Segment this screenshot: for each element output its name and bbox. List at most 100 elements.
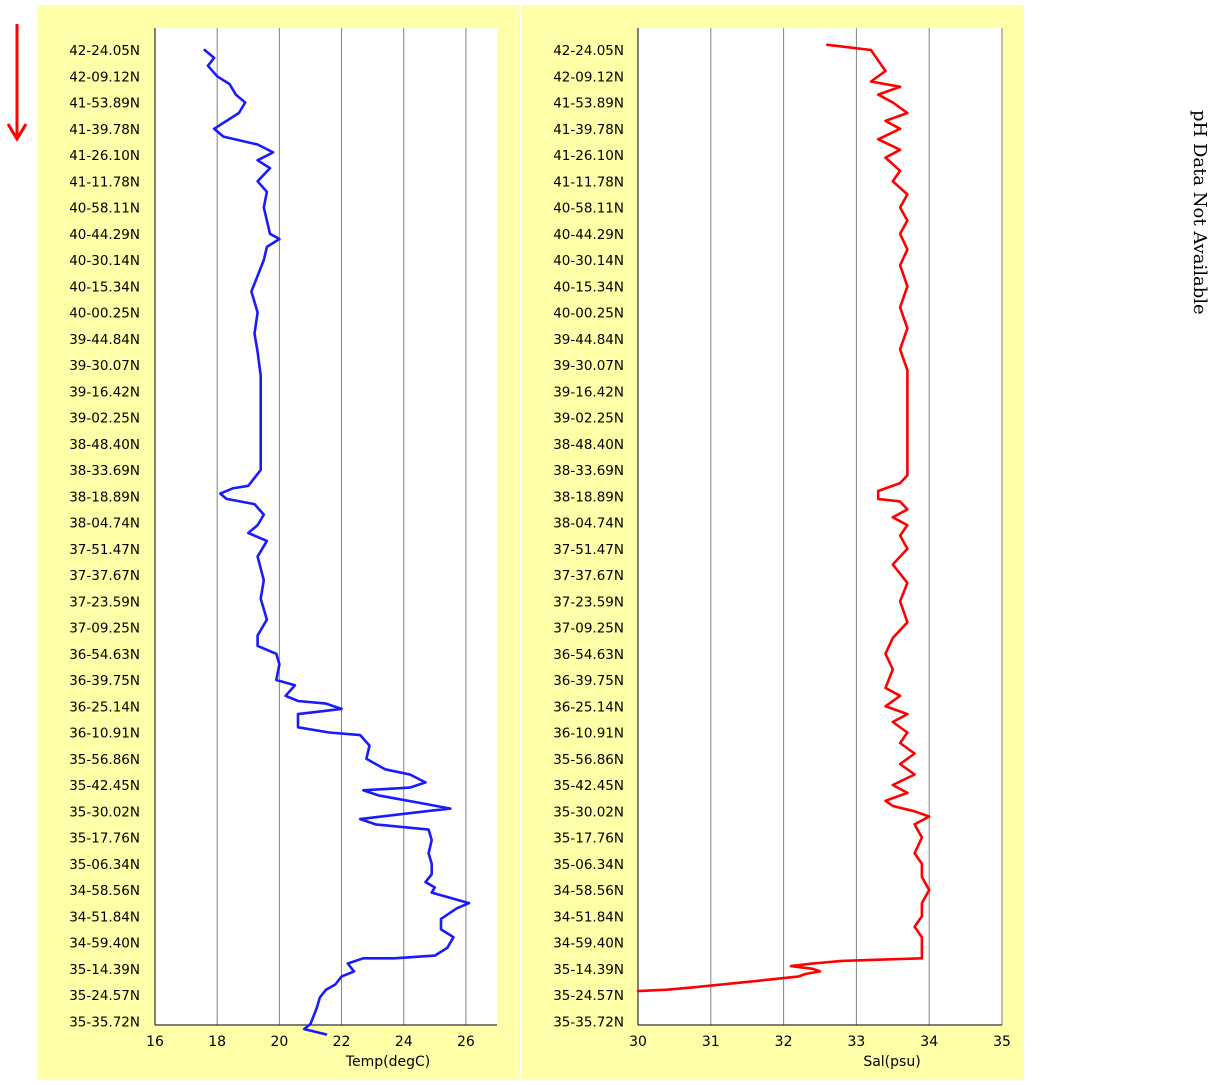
salinity-y-tick-label: 37-37.67N: [553, 568, 624, 584]
salinity-y-tick-label: 39-44.84N: [553, 332, 624, 348]
temperature-y-tick-label: 40-15.34N: [69, 279, 140, 295]
ph-unavailable-text: pH Data Not Available: [1189, 110, 1210, 315]
temperature-y-tick-label: 40-00.25N: [69, 306, 140, 322]
temperature-x-tick-label: 18: [208, 1034, 226, 1050]
salinity-y-tick-label: 35-42.45N: [553, 778, 624, 794]
temperature-y-tick-label: 42-09.12N: [69, 69, 140, 85]
temperature-y-tick-label: 42-24.05N: [69, 43, 140, 59]
temperature-y-tick-label: 37-23.59N: [69, 594, 140, 610]
temperature-grid: [154, 28, 497, 1026]
salinity-y-tick-label: 39-30.07N: [553, 358, 624, 374]
salinity-y-tick-label: 37-09.25N: [553, 621, 624, 637]
temperature-y-tick-label: 37-09.25N: [69, 621, 140, 637]
temperature-y-tick-label: 38-33.69N: [69, 463, 140, 479]
salinity-y-tick-label: 38-33.69N: [553, 463, 624, 479]
temperature-y-tick-label: 35-35.72N: [69, 1014, 140, 1030]
salinity-y-tick-label: 39-16.42N: [553, 384, 624, 400]
temperature-y-tick-label: 40-30.14N: [69, 253, 140, 269]
temperature-y-axis-labels: 42-24.05N 42-09.12N 41-53.89N 41-39.78N 41-2…: [69, 43, 140, 1030]
salinity-x-tick-label: 31: [702, 1034, 720, 1050]
temperature-x-tick-label: 22: [333, 1034, 351, 1050]
temperature-series: [203, 48, 471, 1036]
temperature-y-tick-label: 35-14.39N: [69, 962, 140, 978]
salinity-y-tick-label: 34-58.56N: [553, 883, 624, 899]
salinity-y-tick-label: 40-58.11N: [553, 201, 624, 217]
salinity-y-tick-label: 41-11.78N: [553, 174, 624, 190]
salinity-y-tick-label: 38-04.74N: [553, 516, 624, 532]
temperature-y-tick-label: 36-39.75N: [69, 673, 140, 689]
temperature-y-tick-label: 38-48.40N: [69, 437, 140, 453]
temperature-series-line: [203, 48, 471, 1036]
salinity-y-tick-label: 40-44.29N: [553, 227, 624, 243]
temperature-y-tick-label: 37-37.67N: [69, 568, 140, 584]
temperature-y-tick-label: 36-10.91N: [69, 726, 140, 742]
temperature-y-tick-label: 34-59.40N: [69, 936, 140, 952]
temperature-y-tick-label: 39-44.84N: [69, 332, 140, 348]
ph-unavailable-note: pH Data Not Available: [1186, 110, 1216, 315]
salinity-y-tick-label: 42-24.05N: [553, 43, 624, 59]
temperature-x-tick-label: 24: [395, 1034, 413, 1050]
salinity-x-axis-title: Sal(psu): [863, 1054, 920, 1070]
salinity-y-tick-label: 40-00.25N: [553, 306, 624, 322]
salinity-x-tick-label: 32: [775, 1034, 793, 1050]
temperature-y-tick-label: 35-56.86N: [69, 752, 140, 768]
salinity-y-tick-label: 35-24.57N: [553, 988, 624, 1004]
temperature-y-tick-label: 41-11.78N: [69, 174, 140, 190]
temperature-y-tick-label: 35-30.02N: [69, 804, 140, 820]
temperature-y-tick-label: 39-30.07N: [69, 358, 140, 374]
salinity-y-tick-label: 38-18.89N: [553, 489, 624, 505]
temperature-y-tick-label: 37-51.47N: [69, 542, 140, 558]
salinity-x-tick-label: 30: [629, 1034, 647, 1050]
salinity-y-tick-label: 35-17.76N: [553, 831, 624, 847]
temperature-y-tick-label: 34-51.84N: [69, 909, 140, 925]
temperature-y-tick-label: 41-26.10N: [69, 148, 140, 164]
temperature-x-axis-ticks: 16 18 20 22 24 26: [146, 1034, 475, 1050]
salinity-series: [636, 43, 931, 993]
temperature-y-tick-label: 36-54.63N: [69, 647, 140, 663]
salinity-series-line: [636, 43, 931, 993]
temperature-y-tick-label: 38-04.74N: [69, 516, 140, 532]
salinity-y-tick-label: 42-09.12N: [553, 69, 624, 85]
salinity-y-tick-label: 37-23.59N: [553, 594, 624, 610]
salinity-x-tick-label: 34: [920, 1034, 938, 1050]
temperature-x-tick-label: 26: [457, 1034, 475, 1050]
salinity-y-tick-label: 35-06.34N: [553, 857, 624, 873]
down-arrow-icon: [6, 24, 28, 142]
salinity-y-tick-label: 41-39.78N: [553, 122, 624, 138]
salinity-plot-area: [638, 28, 1002, 1025]
salinity-y-tick-label: 35-30.02N: [553, 804, 624, 820]
salinity-y-axis-labels: 42-24.05N 42-09.12N 41-53.89N 41-39.78N 41-2…: [553, 43, 624, 1030]
temperature-plot-area: [155, 28, 497, 1025]
salinity-y-tick-label: 36-54.63N: [553, 647, 624, 663]
temperature-y-tick-label: 40-44.29N: [69, 227, 140, 243]
salinity-y-tick-label: 38-48.40N: [553, 437, 624, 453]
temperature-y-tick-label: 35-17.76N: [69, 831, 140, 847]
temperature-y-tick-label: 35-42.45N: [69, 778, 140, 794]
salinity-y-tick-label: 39-02.25N: [553, 411, 624, 427]
temperature-x-tick-label: 16: [146, 1034, 164, 1050]
temperature-y-tick-label: 40-58.11N: [69, 201, 140, 217]
salinity-x-tick-label: 33: [847, 1034, 865, 1050]
salinity-y-tick-label: 40-15.34N: [553, 279, 624, 295]
salinity-y-tick-label: 35-35.72N: [553, 1014, 624, 1030]
salinity-y-tick-label: 34-51.84N: [553, 909, 624, 925]
temperature-y-tick-label: 36-25.14N: [69, 699, 140, 715]
salinity-x-axis-ticks: 30 31 32 33 34 35: [629, 1034, 1011, 1050]
salinity-y-tick-label: 35-56.86N: [553, 752, 624, 768]
temperature-y-tick-label: 38-18.89N: [69, 489, 140, 505]
salinity-x-tick-label: 35: [993, 1034, 1011, 1050]
salinity-y-tick-label: 36-10.91N: [553, 726, 624, 742]
salinity-y-tick-label: 34-59.40N: [553, 936, 624, 952]
temperature-y-tick-label: 39-02.25N: [69, 411, 140, 427]
salinity-panel: 42-24.05N 42-09.12N 41-53.89N 41-39.78N 41-2…: [522, 5, 1024, 1080]
salinity-y-tick-label: 41-26.10N: [553, 148, 624, 164]
salinity-grid: [637, 28, 1003, 1026]
temperature-x-tick-label: 20: [270, 1034, 288, 1050]
temperature-y-tick-label: 34-58.56N: [69, 883, 140, 899]
salinity-y-tick-label: 37-51.47N: [553, 542, 624, 558]
salinity-y-tick-label: 35-14.39N: [553, 962, 624, 978]
salinity-y-tick-label: 36-39.75N: [553, 673, 624, 689]
temperature-y-tick-label: 39-16.42N: [69, 384, 140, 400]
temperature-x-axis-title: Temp(degC): [345, 1054, 430, 1070]
temperature-y-tick-label: 35-06.34N: [69, 857, 140, 873]
